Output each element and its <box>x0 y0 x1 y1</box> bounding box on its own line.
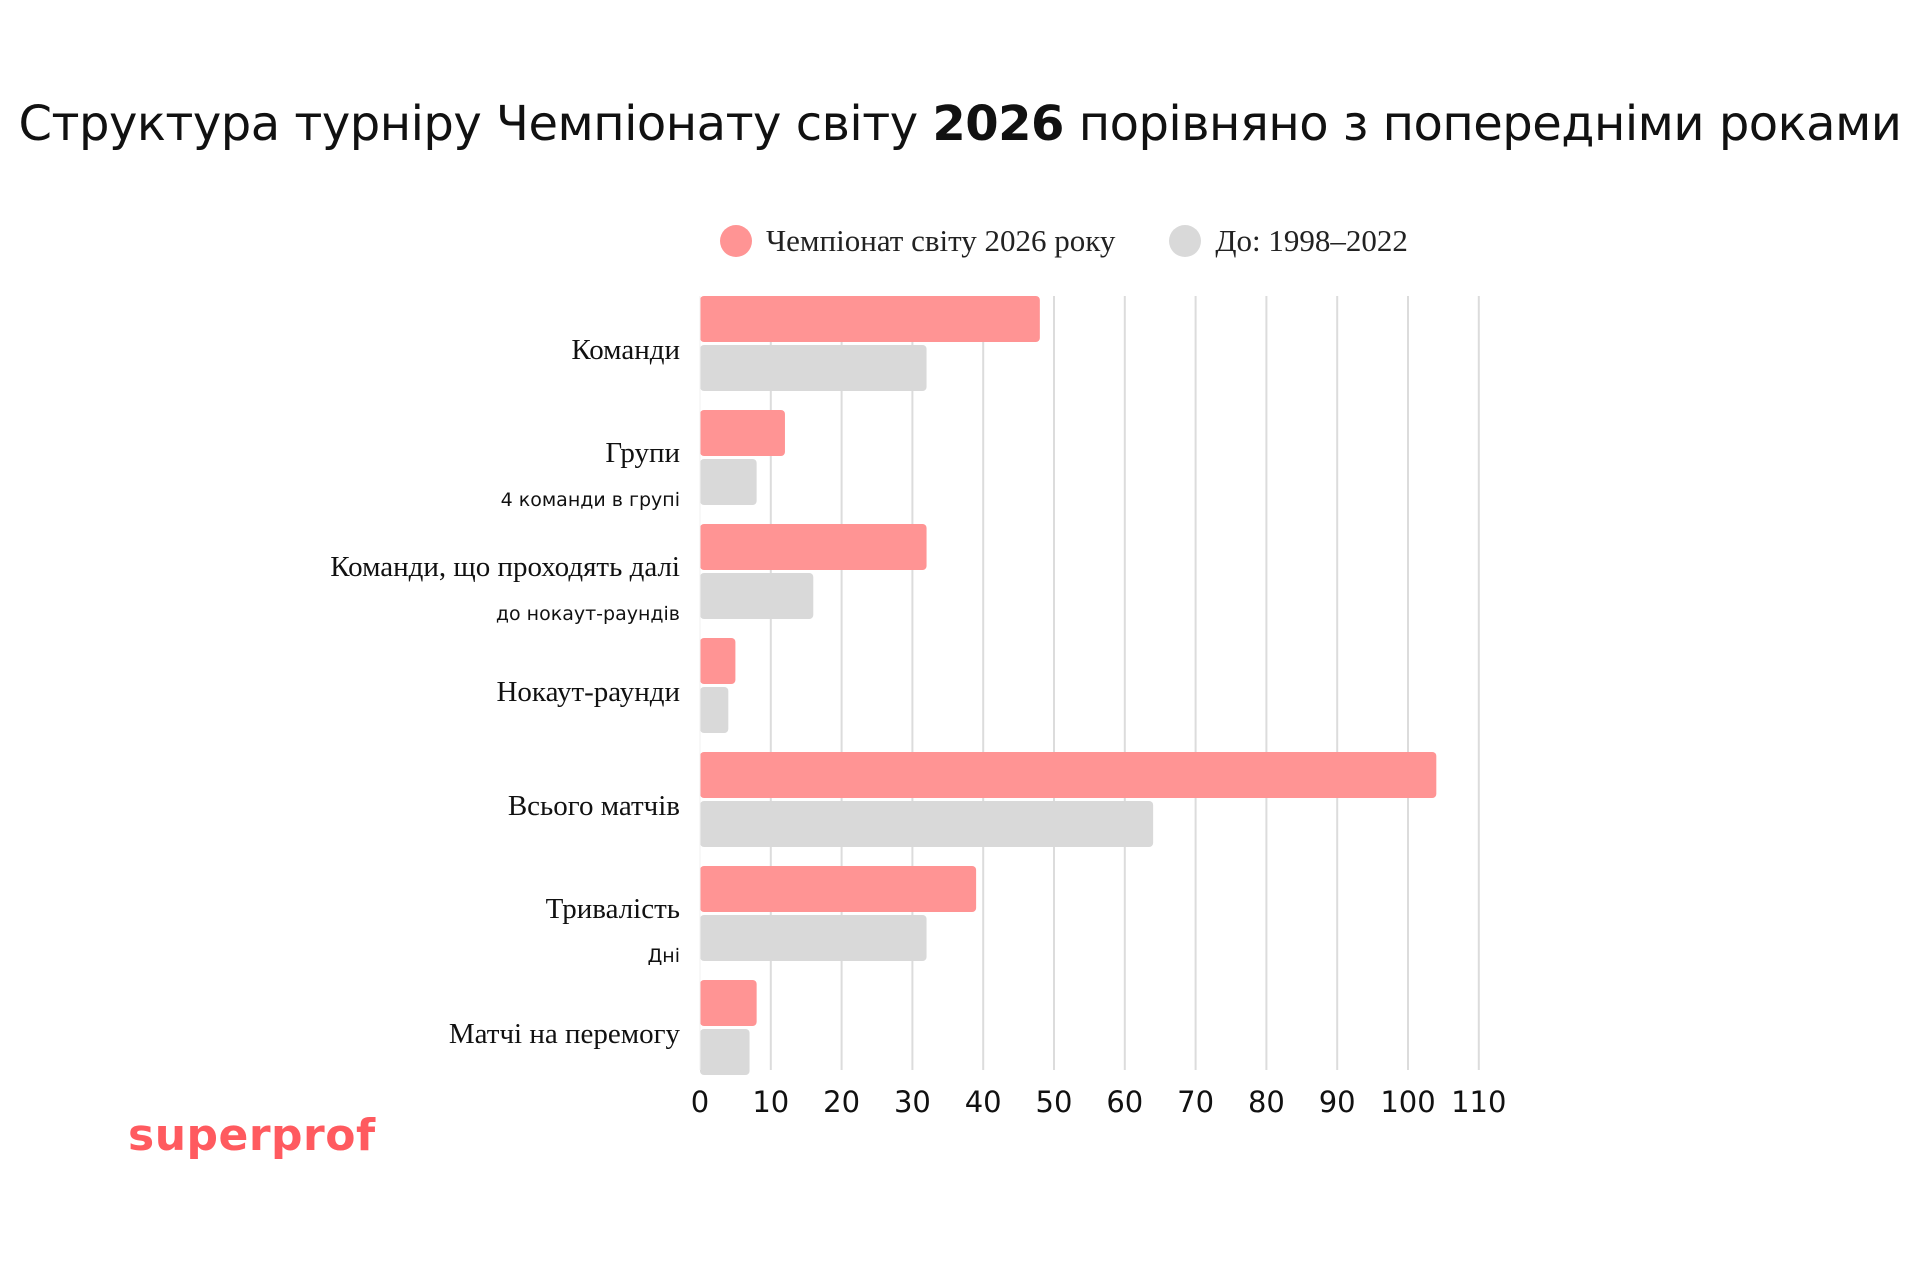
chart-title: Структура турніру Чемпіонату світу 2026 … <box>18 96 1902 152</box>
x-tick-label-70: 70 <box>1177 1085 1214 1119</box>
category-label-2: Команди, що проходять далі <box>330 551 680 583</box>
chart-title-year: 2026 <box>932 96 1064 152</box>
legend-swatch-2026 <box>720 225 752 257</box>
x-tick-label-40: 40 <box>965 1085 1002 1119</box>
category-sublabel-5: Дні <box>647 945 680 967</box>
bar-previous-5 <box>700 915 927 961</box>
x-tick-label-90: 90 <box>1319 1085 1356 1119</box>
bar-2026-6 <box>700 980 757 1026</box>
category-label-6: Матчі на перемогу <box>449 1018 681 1050</box>
legend-swatch-previous <box>1169 225 1202 257</box>
legend: Чемпіонат світу 2026 року До: 1998–2022 <box>720 216 1462 266</box>
bar-previous-1 <box>700 459 757 505</box>
x-tick-label-0: 0 <box>691 1085 709 1119</box>
x-tick-label-10: 10 <box>752 1085 789 1119</box>
category-label-4: Всього матчів <box>508 790 680 822</box>
bar-2026-1 <box>700 410 785 456</box>
x-tick-label-110: 110 <box>1451 1085 1506 1119</box>
x-tick-label-20: 20 <box>823 1085 860 1119</box>
legend-item-2026: Чемпіонат світу 2026 року <box>720 223 1115 259</box>
bar-2026-2 <box>700 524 927 570</box>
bar-2026-5 <box>700 866 977 912</box>
category-label-0: Команди <box>571 334 680 366</box>
bar-2026-0 <box>700 296 1040 342</box>
category-label-3: Нокаут-раунди <box>496 676 680 708</box>
x-tick-label-60: 60 <box>1106 1085 1143 1119</box>
bar-previous-6 <box>700 1029 750 1075</box>
category-sublabel-1: 4 команди в групі <box>501 489 680 511</box>
bar-previous-2 <box>700 573 814 619</box>
bar-2026-3 <box>700 638 736 684</box>
bar-previous-3 <box>700 687 729 733</box>
category-label-5: Тривалість <box>546 893 680 925</box>
legend-label-previous: До: 1998–2022 <box>1215 223 1408 258</box>
x-tick-label-50: 50 <box>1036 1085 1073 1119</box>
category-sublabel-2: до нокаут-раундів <box>496 603 680 625</box>
superprof-logo: superprof <box>128 1110 376 1161</box>
bar-previous-0 <box>700 345 927 391</box>
x-tick-label-80: 80 <box>1248 1085 1285 1119</box>
legend-item-previous: До: 1998–2022 <box>1169 223 1408 259</box>
bar-previous-4 <box>700 801 1154 847</box>
bar-2026-4 <box>700 752 1437 798</box>
category-label-1: Групи <box>605 437 680 469</box>
legend-label-2026: Чемпіонат світу 2026 року <box>766 223 1116 258</box>
x-tick-label-30: 30 <box>894 1085 931 1119</box>
x-tick-label-100: 100 <box>1380 1085 1435 1119</box>
